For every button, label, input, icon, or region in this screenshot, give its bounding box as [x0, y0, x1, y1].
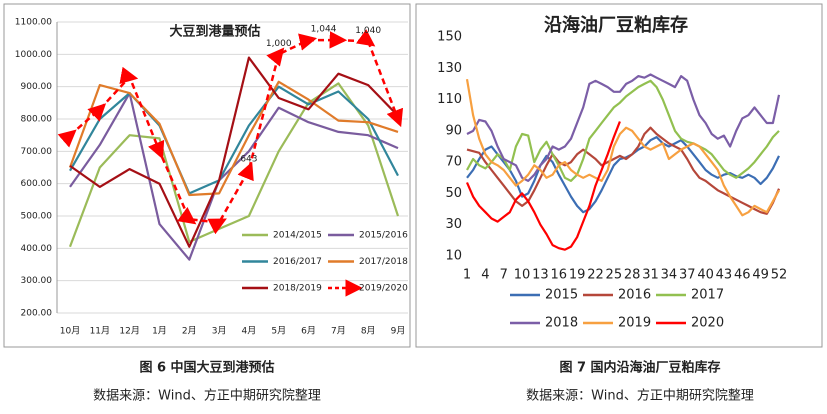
- y-tick-label: 200.00: [21, 309, 53, 319]
- x-tick-label: 25: [606, 268, 623, 283]
- y-tick-label: 150: [437, 30, 462, 45]
- x-tick-label: 19: [569, 268, 586, 283]
- data-label: 1,040: [355, 26, 381, 36]
- chart-frame: [415, 3, 823, 348]
- x-tick-label: 34: [661, 268, 678, 283]
- x-tick-label: 10: [514, 268, 531, 283]
- x-tick-label: 22: [587, 268, 604, 283]
- x-tick-label: 1月: [152, 326, 167, 337]
- y-tick-label: 130: [437, 61, 462, 76]
- chart-title: 大豆到港量预估: [169, 24, 260, 40]
- x-tick-label: 43: [716, 268, 733, 283]
- y-tick-label: 500.00: [21, 212, 53, 222]
- data-label: 1,044: [311, 25, 337, 35]
- series-line: [466, 73, 781, 182]
- x-tick-label: 3月: [212, 326, 227, 337]
- data-label: 643: [240, 154, 257, 164]
- x-tick-label: 8月: [361, 326, 376, 337]
- data-label: 1,000: [266, 39, 292, 49]
- x-tick-label: 7: [500, 268, 508, 283]
- legend-label: 2018/2019: [273, 284, 322, 294]
- legend-label: 2015: [545, 288, 578, 303]
- series-line: [465, 79, 780, 217]
- legend-label: 2016: [618, 288, 651, 303]
- x-tick-label: 37: [679, 268, 696, 283]
- legend-label: 2019: [618, 316, 651, 331]
- x-tick-label: 52: [771, 268, 788, 283]
- x-tick-label: 9月: [391, 326, 406, 337]
- y-tick-label: 90: [445, 123, 462, 138]
- x-tick-label: 1: [463, 268, 471, 283]
- legend-label: 2020: [691, 316, 724, 331]
- source: 数据来源：Wind、方正中期研究院整理: [93, 388, 321, 404]
- x-tick-label: 28: [624, 268, 641, 283]
- legend-label: 2015/2016: [359, 231, 408, 241]
- x-tick-label: 5月: [271, 326, 286, 337]
- y-tick-label: 400.00: [21, 244, 53, 254]
- chart-title: 沿海油厂豆粕库存: [544, 14, 688, 36]
- legend-label: 2016/2017: [273, 257, 322, 267]
- legend-label: 2017/2018: [359, 257, 408, 267]
- x-tick-label: 10月: [60, 326, 80, 337]
- y-tick-label: 700.00: [21, 147, 53, 157]
- y-tick-label: 1100.00: [15, 18, 52, 28]
- y-tick-label: 300.00: [21, 276, 53, 286]
- y-tick-label: 110: [437, 92, 462, 107]
- x-tick-label: 49: [752, 268, 769, 283]
- x-tick-label: 7月: [331, 326, 346, 337]
- series-line: [57, 29, 404, 235]
- y-tick-label: 30: [445, 217, 462, 232]
- caption: 图 6 中国大豆到港预估: [139, 360, 274, 376]
- x-tick-label: 12月: [119, 326, 139, 337]
- caption: 图 7 国内沿海油厂豆粕库存: [559, 360, 720, 376]
- legend-label: 2017: [691, 288, 724, 303]
- legend-label: 2014/2015: [273, 231, 322, 241]
- x-tick-label: 2月: [182, 326, 197, 337]
- legend-label: 2018: [545, 316, 578, 331]
- x-tick-label: 11月: [90, 326, 110, 337]
- x-tick-label: 4: [481, 268, 489, 283]
- series-line: [466, 79, 780, 182]
- x-tick-label: 40: [697, 268, 714, 283]
- y-tick-label: 10: [445, 249, 462, 264]
- legend-label: 2019/2020: [359, 284, 408, 294]
- x-tick-label: 16: [550, 268, 567, 283]
- series-line: [69, 85, 399, 195]
- x-tick-label: 31: [642, 268, 659, 283]
- y-tick-label: 900.00: [21, 82, 53, 92]
- y-tick-label: 600.00: [21, 179, 53, 189]
- y-tick-label: 1000.00: [15, 50, 52, 60]
- x-tick-label: 13: [532, 268, 549, 283]
- series-line: [465, 121, 621, 251]
- x-tick-label: 46: [734, 268, 751, 283]
- y-tick-label: 800.00: [21, 115, 53, 125]
- y-tick-label: 70: [445, 155, 462, 170]
- source: 数据来源：Wind、方正中期研究院整理: [526, 388, 754, 404]
- x-tick-label: 6月: [301, 326, 316, 337]
- x-tick-label: 4月: [242, 326, 257, 337]
- y-tick-label: 50: [445, 186, 462, 201]
- series-line: [466, 126, 781, 215]
- chart-frame: [3, 3, 411, 348]
